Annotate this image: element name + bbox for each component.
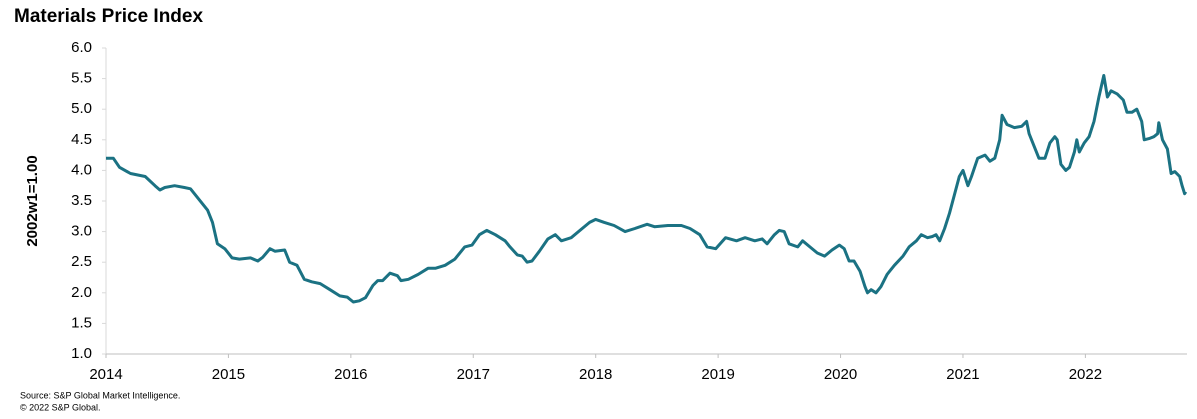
chart-title: Materials Price Index xyxy=(14,6,203,27)
y-tick-label: 5.0 xyxy=(71,100,92,117)
x-tick-label: 2015 xyxy=(212,366,245,383)
y-tick-label: 1.0 xyxy=(71,345,92,362)
x-tick-label: 2018 xyxy=(579,366,612,383)
y-tick-label: 4.0 xyxy=(71,161,92,178)
y-tick-label: 3.5 xyxy=(71,192,92,209)
y-tick-label: 4.5 xyxy=(71,131,92,148)
x-tick-label: 2014 xyxy=(89,366,122,383)
source: Source: S&P Global Market Intelligence. xyxy=(20,390,180,400)
x-tick-label: 2020 xyxy=(824,366,857,383)
x-tick-label: 2019 xyxy=(701,366,734,383)
data-line xyxy=(106,74,1188,304)
x-tick-label: 2017 xyxy=(457,366,490,383)
y-tick-label: 5.5 xyxy=(71,70,92,87)
y-tick-label: 1.5 xyxy=(71,314,92,331)
y-tick-label: 2.5 xyxy=(71,253,92,270)
y-tick-label: 2.0 xyxy=(71,284,92,301)
copyright: © 2022 S&P Global. xyxy=(20,402,101,412)
x-tick-label: 2016 xyxy=(334,366,367,383)
x-tick-label: 2022 xyxy=(1069,366,1102,383)
y-axis-label: 2002w1=1.00 xyxy=(24,155,41,246)
x-tick-label: 2021 xyxy=(946,366,979,383)
y-tick-label: 6.0 xyxy=(71,39,92,56)
y-tick-label: 3.0 xyxy=(71,223,92,240)
